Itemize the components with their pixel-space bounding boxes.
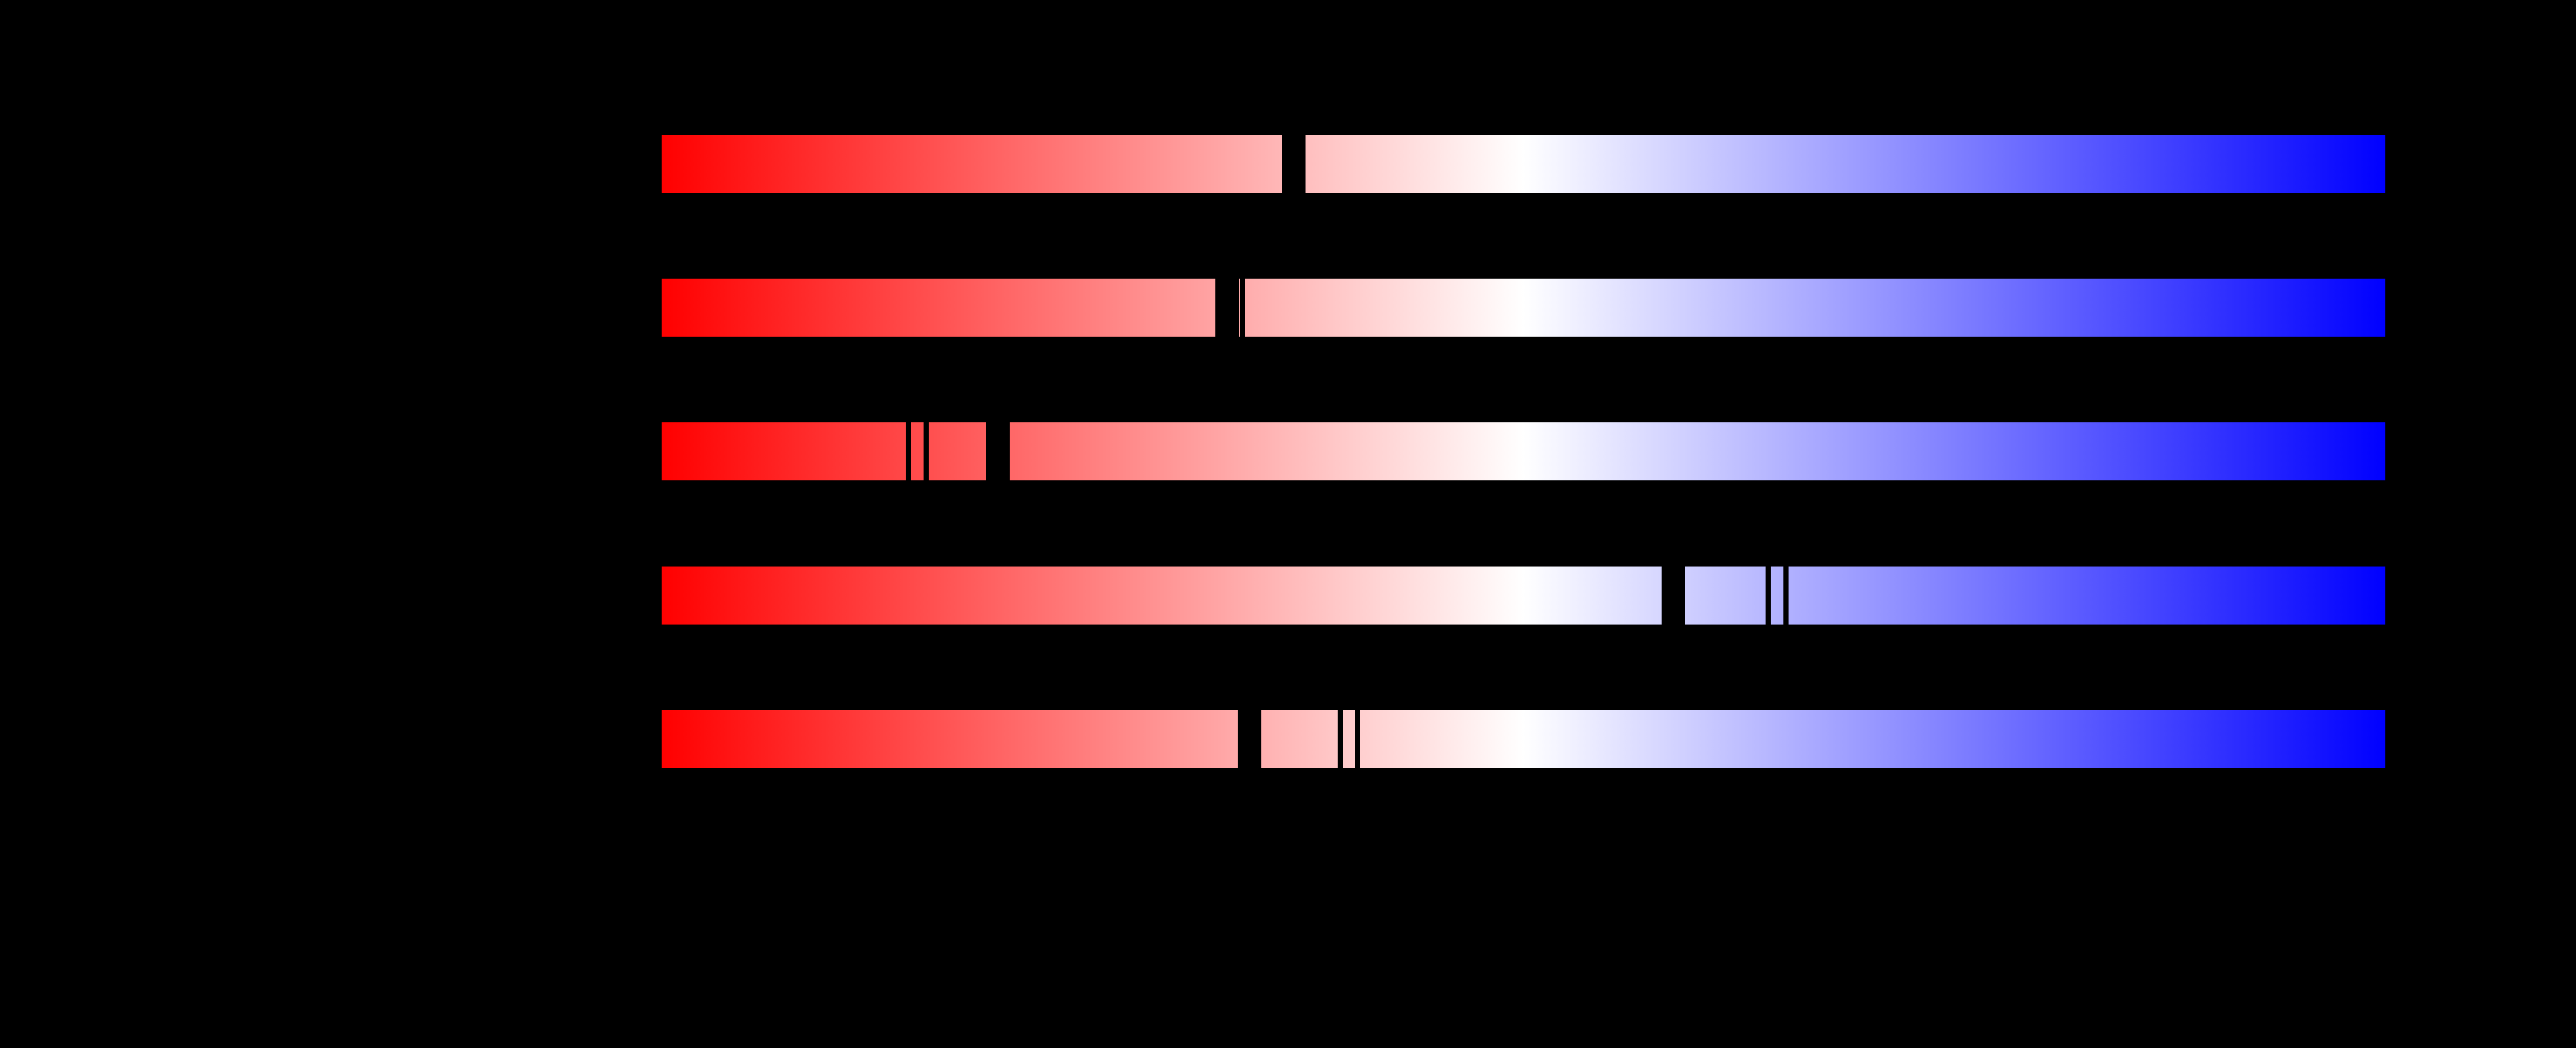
gradient-bar-row-5 bbox=[662, 710, 2385, 768]
marker-tick-thin bbox=[905, 422, 911, 480]
marker-tick-thin bbox=[1239, 279, 1245, 337]
gradient-bar-row-4 bbox=[662, 567, 2385, 625]
marker-tick-wide bbox=[986, 422, 1010, 480]
marker-tick-wide bbox=[1215, 279, 1239, 337]
gradient-bar-row-3 bbox=[662, 422, 2385, 480]
marker-tick-wide bbox=[1238, 710, 1262, 768]
marker-tick-thin bbox=[1337, 710, 1343, 768]
marker-tick-thin bbox=[1783, 567, 1789, 625]
marker-tick-thin bbox=[1355, 710, 1360, 768]
gradient-bar-row-2 bbox=[662, 279, 2385, 337]
marker-tick-wide bbox=[1281, 135, 1306, 193]
gradient-bar-row-1 bbox=[662, 135, 2385, 193]
marker-tick-wide bbox=[1662, 567, 1686, 625]
marker-tick-thin bbox=[923, 422, 929, 480]
marker-tick-thin bbox=[1766, 567, 1771, 625]
